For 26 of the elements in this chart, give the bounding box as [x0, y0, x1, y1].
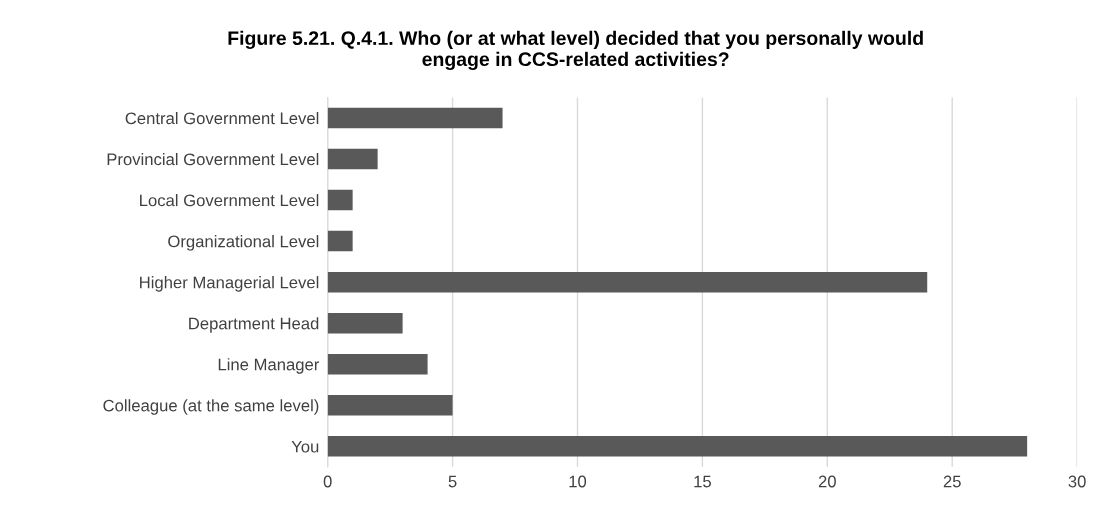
x-tick-label: 0: [323, 475, 332, 488]
y-tick-label: Local Government Level: [140, 194, 319, 207]
bar: [327, 271, 928, 293]
x-tick-label: 5: [448, 475, 457, 488]
x-tick-label: 25: [943, 475, 961, 488]
x-tick-label: 20: [818, 475, 836, 488]
y-tick-label: Colleague (at the same level): [103, 399, 319, 415]
chart-title: Figure 5.21. Q.4.1. Who (or at what level) decided that you personally would engage in CCS-related activities?: [228, 30, 923, 71]
y-tick-label: Department Head: [189, 317, 319, 333]
bar: [327, 436, 1028, 457]
bar: [327, 312, 403, 334]
bar: [327, 395, 453, 416]
bar: [327, 107, 503, 129]
x-tick-label: 10: [569, 475, 587, 488]
x-tick-label: 15: [694, 475, 711, 488]
y-tick-label: You: [291, 440, 319, 453]
y-tick-label: Central Government Level: [125, 111, 319, 125]
x-tick-label: 30: [1068, 475, 1086, 488]
bar: [327, 148, 378, 170]
y-tick-label: Organizational Level: [168, 235, 319, 251]
bar: [327, 353, 428, 375]
y-tick-label: Provincial Government Level: [107, 152, 319, 166]
bar: [327, 189, 353, 211]
y-tick-label: Line Manager: [218, 358, 320, 374]
bar: [327, 230, 353, 252]
y-tick-label: Higher Managerial Level: [140, 276, 319, 292]
